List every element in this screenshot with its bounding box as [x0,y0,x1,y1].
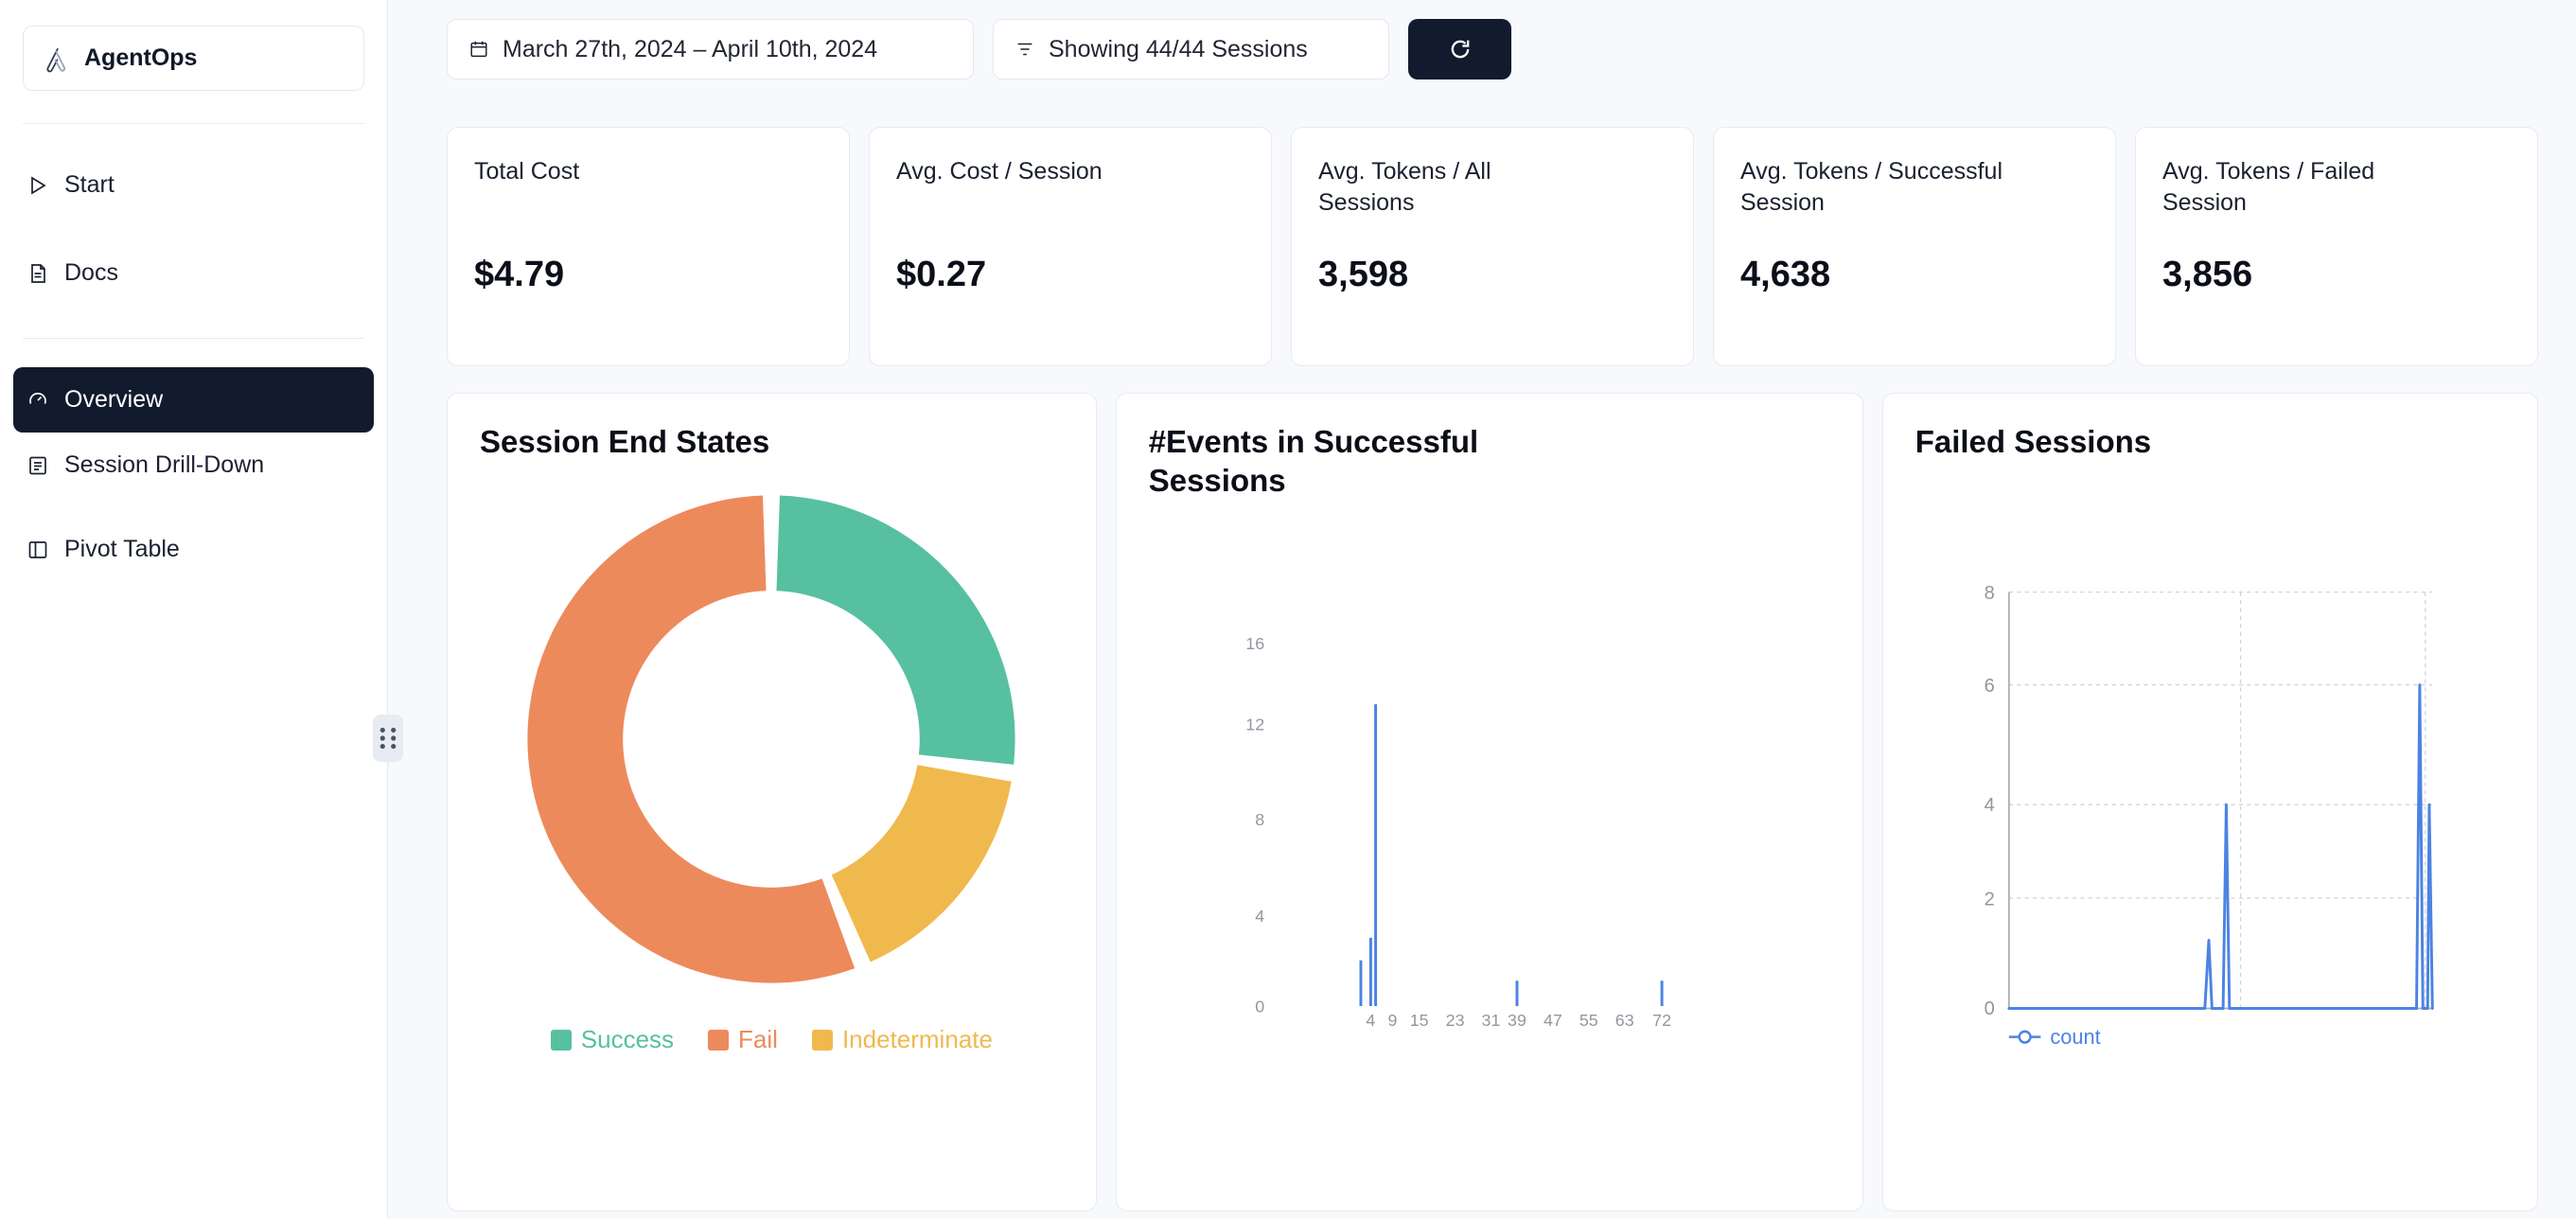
svg-text:47: 47 [1544,1010,1562,1029]
svg-text:39: 39 [1508,1010,1526,1029]
svg-text:0: 0 [1255,997,1264,1016]
svg-text:8: 8 [1255,809,1264,828]
svg-text:8: 8 [1984,583,1994,604]
svg-text:4: 4 [1366,1010,1375,1029]
svg-text:23: 23 [1445,1010,1464,1029]
svg-text:55: 55 [1579,1010,1598,1029]
svg-text:16: 16 [1245,634,1264,653]
svg-text:4: 4 [1984,795,1994,816]
svg-text:count: count [2050,1025,2100,1049]
svg-text:6: 6 [1984,676,1994,697]
svg-text:0: 0 [1984,998,1994,1019]
svg-text:31: 31 [1481,1010,1500,1029]
svg-text:4: 4 [1255,906,1264,925]
svg-text:63: 63 [1614,1010,1633,1029]
svg-text:12: 12 [1245,715,1264,733]
svg-text:15: 15 [1409,1010,1428,1029]
svg-text:2: 2 [1984,890,1994,910]
svg-text:9: 9 [1387,1010,1397,1029]
svg-text:72: 72 [1652,1010,1671,1029]
